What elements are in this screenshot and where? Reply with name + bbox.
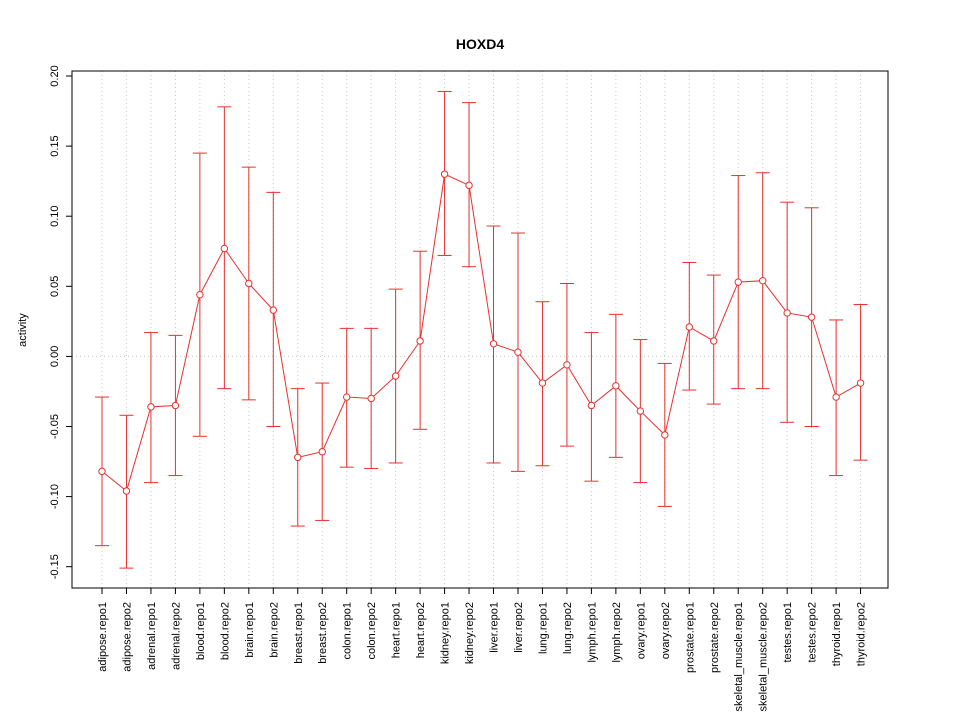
data-point xyxy=(416,337,424,345)
y-tick-label: -0.05 xyxy=(49,414,61,439)
data-point xyxy=(661,431,669,439)
data-point xyxy=(856,379,865,387)
x-tick-label: adipose.repo1 xyxy=(97,602,109,672)
data-point xyxy=(807,313,816,321)
x-tick-label: blood.repo1 xyxy=(195,602,207,660)
y-tick-label: -0.15 xyxy=(49,554,61,579)
x-tick-label: ovary.repo2 xyxy=(660,602,672,659)
x-tick-label: ovary.repo1 xyxy=(635,602,647,659)
x-tick-label: lymph.repo2 xyxy=(611,602,623,663)
x-tick-label: heart.repo2 xyxy=(415,602,427,658)
x-tick-label: prostate.repo1 xyxy=(684,602,696,673)
data-point xyxy=(318,448,326,456)
x-tick-label: liver.repo1 xyxy=(489,602,501,653)
x-tick-label: colon.repo1 xyxy=(342,602,354,660)
data-point xyxy=(196,291,204,299)
data-point xyxy=(245,279,253,288)
data-point xyxy=(269,306,277,314)
x-tick-label: blood.repo2 xyxy=(219,602,231,660)
x-tick-label: thyroid.repo2 xyxy=(856,602,868,666)
data-point xyxy=(440,170,449,178)
x-tick-label: heart.repo1 xyxy=(391,602,403,658)
x-axis: adipose.repo1 adipose.repo2 adrenal.repo1 a… xyxy=(97,588,868,711)
data-point xyxy=(758,276,767,285)
x-tick-label: testes.repo1 xyxy=(782,602,794,663)
data-point xyxy=(832,393,840,401)
x-tick-label: thyroid.repo1 xyxy=(831,602,843,666)
y-axis: -0.15 -0.10 -0.05 0.00 0.05 0.10 0.15 0.20 xyxy=(49,65,72,579)
x-tick-label: brain.repo1 xyxy=(244,602,256,658)
error-bars xyxy=(95,90,868,569)
chart-title: HOXD4 xyxy=(456,36,504,52)
data-point xyxy=(220,244,229,253)
plot-frame xyxy=(71,70,889,589)
x-tick-label: adrenal.repo2 xyxy=(170,602,182,670)
x-tick-label: skeletal_muscle.repo1 xyxy=(733,602,745,711)
y-tick-label: 0.00 xyxy=(49,346,61,367)
data-point xyxy=(98,467,106,476)
data-point xyxy=(734,278,742,286)
data-point xyxy=(636,407,645,415)
y-axis-label: activity xyxy=(17,313,29,347)
grid xyxy=(72,71,888,588)
x-tick-label: kidney.repo1 xyxy=(440,602,452,664)
series xyxy=(98,170,865,495)
data-point xyxy=(685,323,693,331)
data-point xyxy=(122,487,131,495)
data-point xyxy=(294,453,302,462)
data-point xyxy=(343,393,351,401)
x-tick-label: adrenal.repo1 xyxy=(146,602,158,670)
x-tick-label: lung.repo2 xyxy=(562,602,574,654)
data-point xyxy=(465,181,473,190)
data-point xyxy=(783,309,791,317)
series-line xyxy=(101,173,861,492)
data-point xyxy=(538,379,547,387)
x-tick-label: adipose.repo2 xyxy=(121,602,133,672)
x-tick-label: breast.repo1 xyxy=(293,602,305,664)
y-tick-label: 0.15 xyxy=(49,135,61,156)
data-point xyxy=(514,348,522,356)
x-tick-label: prostate.repo2 xyxy=(709,602,721,673)
x-tick-label: lung.repo1 xyxy=(537,602,549,654)
y-tick-label: -0.10 xyxy=(49,484,61,509)
data-point xyxy=(147,403,155,411)
data-point xyxy=(612,382,620,390)
data-point xyxy=(710,337,718,345)
x-tick-label: lymph.repo1 xyxy=(586,602,598,663)
x-tick-label: skeletal_muscle.repo2 xyxy=(758,602,770,711)
data-point xyxy=(171,401,180,410)
data-point xyxy=(489,340,498,348)
x-tick-label: breast.repo2 xyxy=(317,602,329,664)
data-point xyxy=(391,372,400,380)
x-tick-label: testes.repo2 xyxy=(807,602,819,663)
x-tick-label: brain.repo2 xyxy=(268,602,280,658)
y-tick-label: 0.10 xyxy=(49,205,61,226)
x-tick-label: liver.repo2 xyxy=(513,602,525,653)
data-point xyxy=(367,394,375,403)
data-point xyxy=(563,361,571,369)
x-tick-label: kidney.repo2 xyxy=(464,602,476,664)
x-tick-label: colon.repo2 xyxy=(366,602,378,660)
y-tick-label: 0.05 xyxy=(49,276,61,297)
data-point xyxy=(587,401,596,410)
y-tick-label: 0.20 xyxy=(49,65,61,86)
